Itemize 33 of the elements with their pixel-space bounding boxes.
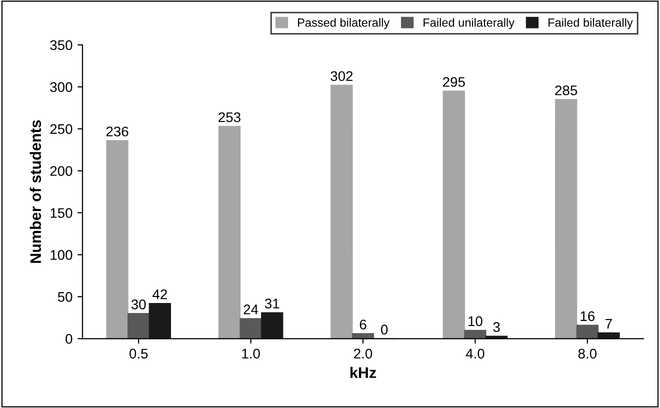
y-tick-label: 0 — [66, 334, 72, 344]
data-label: 16 — [580, 311, 595, 322]
y-tick-label: 100 — [50, 250, 72, 260]
data-label: 285 — [555, 85, 578, 96]
x-tick-label: 8.0 — [578, 348, 597, 359]
data-label: 31 — [264, 298, 280, 308]
y-tick-label: 300 — [50, 82, 72, 92]
x-tick-label: 1.0 — [242, 348, 260, 359]
x-tick-label: 2.0 — [354, 348, 372, 359]
data-label: 10 — [468, 316, 482, 326]
y-tick-label: 150 — [50, 208, 72, 218]
data-label: 0 — [381, 324, 388, 335]
data-label: 7 — [606, 318, 612, 328]
y-axis-title: Number of students — [30, 120, 42, 263]
y-tick-label: 50 — [58, 292, 72, 302]
legend-label: Passed bilaterally — [298, 18, 390, 30]
data-label: 3 — [493, 322, 500, 332]
data-label: 42 — [152, 289, 167, 300]
legend-label: Failed unilaterally — [424, 18, 515, 30]
y-tick-label: 200 — [50, 166, 72, 176]
data-label: 6 — [360, 320, 366, 330]
data-label: 253 — [218, 112, 240, 122]
data-label: 24 — [244, 304, 258, 314]
y-tick-label: 350 — [50, 40, 72, 50]
x-axis-title: kHz — [350, 366, 376, 378]
data-label: 236 — [106, 126, 128, 136]
data-label: 30 — [131, 299, 146, 310]
x-tick-label: 4.0 — [466, 348, 484, 359]
y-tick-label: 250 — [50, 124, 72, 134]
data-label: 302 — [330, 71, 353, 82]
data-label: 295 — [442, 77, 465, 87]
legend-label: Failed bilaterally — [548, 18, 633, 30]
x-tick-label: 0.5 — [129, 348, 148, 359]
